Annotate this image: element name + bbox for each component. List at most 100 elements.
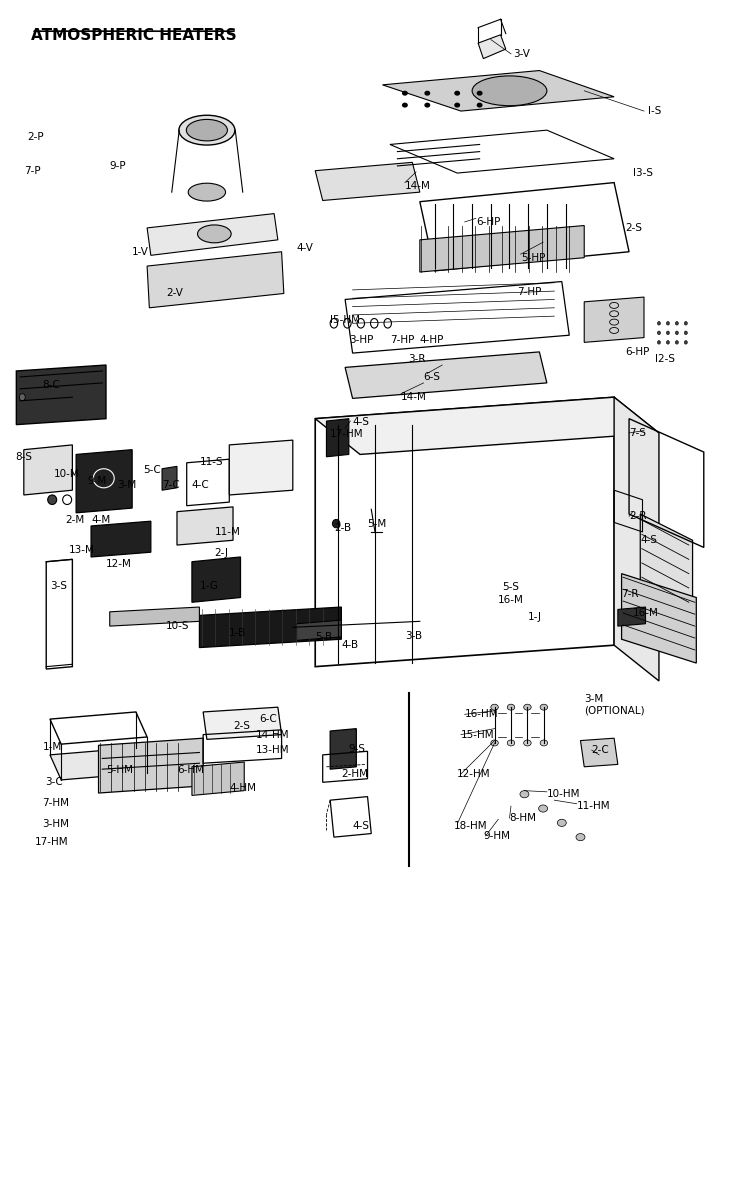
Text: 2-V: 2-V [166, 288, 183, 299]
Text: 12-M: 12-M [106, 559, 132, 569]
Polygon shape [420, 226, 584, 272]
Ellipse shape [538, 805, 548, 813]
Text: 1-V: 1-V [132, 246, 149, 257]
Text: 7-HP: 7-HP [517, 287, 542, 298]
Text: 3-M
(OPTIONAL): 3-M (OPTIONAL) [584, 694, 645, 716]
Text: 3-C: 3-C [45, 777, 62, 788]
Text: 5-B: 5-B [315, 632, 332, 642]
Ellipse shape [20, 393, 26, 400]
Ellipse shape [332, 520, 340, 528]
Ellipse shape [524, 740, 531, 746]
Ellipse shape [658, 331, 661, 335]
Ellipse shape [490, 704, 498, 710]
Ellipse shape [520, 791, 529, 798]
Ellipse shape [178, 115, 235, 145]
Text: 4-M: 4-M [91, 515, 110, 525]
Ellipse shape [684, 341, 687, 344]
Text: 16-HM: 16-HM [465, 710, 498, 719]
Ellipse shape [658, 341, 661, 344]
Ellipse shape [540, 740, 548, 746]
Text: 2-B: 2-B [334, 523, 351, 533]
Ellipse shape [188, 183, 226, 201]
Polygon shape [614, 397, 659, 681]
Ellipse shape [455, 91, 460, 94]
Ellipse shape [676, 341, 678, 344]
Text: 14-M: 14-M [401, 392, 427, 403]
Text: 6-HM: 6-HM [177, 765, 204, 776]
Text: 11-S: 11-S [200, 456, 223, 466]
Text: 4-HM: 4-HM [230, 783, 256, 793]
Text: 15-HM: 15-HM [461, 730, 494, 740]
Polygon shape [200, 607, 341, 648]
Polygon shape [315, 397, 659, 454]
Ellipse shape [507, 740, 515, 746]
Text: 7-R: 7-R [622, 589, 639, 599]
Ellipse shape [540, 704, 548, 710]
Ellipse shape [524, 704, 531, 710]
Polygon shape [230, 440, 292, 495]
Text: 7-C: 7-C [162, 480, 180, 490]
Polygon shape [110, 607, 200, 626]
Text: 14-HM: 14-HM [256, 730, 289, 740]
Text: ATMOSPHERIC HEATERS: ATMOSPHERIC HEATERS [32, 27, 237, 43]
Text: 14-M: 14-M [405, 182, 430, 191]
Polygon shape [345, 351, 547, 398]
Polygon shape [177, 507, 233, 545]
Ellipse shape [425, 91, 430, 94]
Ellipse shape [684, 331, 687, 335]
Ellipse shape [667, 331, 670, 335]
Text: 16-M: 16-M [633, 608, 658, 618]
Text: 1-M: 1-M [43, 742, 62, 752]
Polygon shape [76, 449, 132, 513]
Ellipse shape [197, 225, 231, 243]
Polygon shape [203, 707, 281, 740]
Text: 1-J: 1-J [528, 612, 542, 621]
Text: 7-HP: 7-HP [390, 335, 414, 345]
Polygon shape [478, 35, 506, 59]
Polygon shape [382, 71, 614, 111]
Text: 3-M: 3-M [117, 480, 136, 490]
Text: 12-HM: 12-HM [458, 768, 490, 779]
Ellipse shape [455, 103, 460, 106]
Ellipse shape [490, 740, 498, 746]
Text: 4-C: 4-C [192, 480, 210, 490]
Text: 5-S: 5-S [502, 582, 519, 592]
Ellipse shape [676, 331, 678, 335]
Polygon shape [16, 364, 106, 424]
Polygon shape [296, 620, 341, 641]
Text: 8-C: 8-C [43, 380, 60, 391]
Text: 10-S: 10-S [166, 621, 189, 631]
Polygon shape [192, 762, 244, 796]
Text: 4-S: 4-S [352, 821, 370, 832]
Text: 4-HP: 4-HP [420, 335, 444, 345]
Ellipse shape [477, 91, 482, 94]
Text: 9-M: 9-M [87, 476, 106, 485]
Text: 16-M: 16-M [498, 595, 524, 605]
Text: 8-HM: 8-HM [509, 813, 536, 823]
Ellipse shape [186, 120, 227, 141]
Ellipse shape [477, 103, 482, 106]
Text: 2-S: 2-S [626, 223, 642, 233]
Ellipse shape [557, 820, 566, 827]
Polygon shape [192, 557, 241, 602]
Text: 3-S: 3-S [50, 581, 67, 590]
Text: 2-HM: 2-HM [341, 768, 368, 779]
Text: 6-HP: 6-HP [476, 217, 500, 227]
Text: 3-R: 3-R [409, 354, 426, 364]
Text: 1-G: 1-G [200, 581, 218, 590]
Polygon shape [618, 607, 646, 626]
Ellipse shape [48, 495, 57, 504]
Text: 10-HM: 10-HM [547, 789, 580, 799]
Text: 11-HM: 11-HM [577, 801, 610, 811]
Polygon shape [584, 298, 644, 342]
Polygon shape [580, 739, 618, 767]
Polygon shape [640, 514, 692, 609]
Text: 9-HM: 9-HM [483, 831, 510, 841]
Text: 6-C: 6-C [260, 715, 277, 724]
Ellipse shape [403, 103, 407, 106]
Text: 6-HP: 6-HP [626, 347, 650, 357]
Text: 8-S: 8-S [15, 452, 32, 461]
Text: 2-C: 2-C [592, 746, 610, 755]
Text: 4-S: 4-S [640, 535, 657, 545]
Text: 17-HM: 17-HM [35, 836, 69, 847]
